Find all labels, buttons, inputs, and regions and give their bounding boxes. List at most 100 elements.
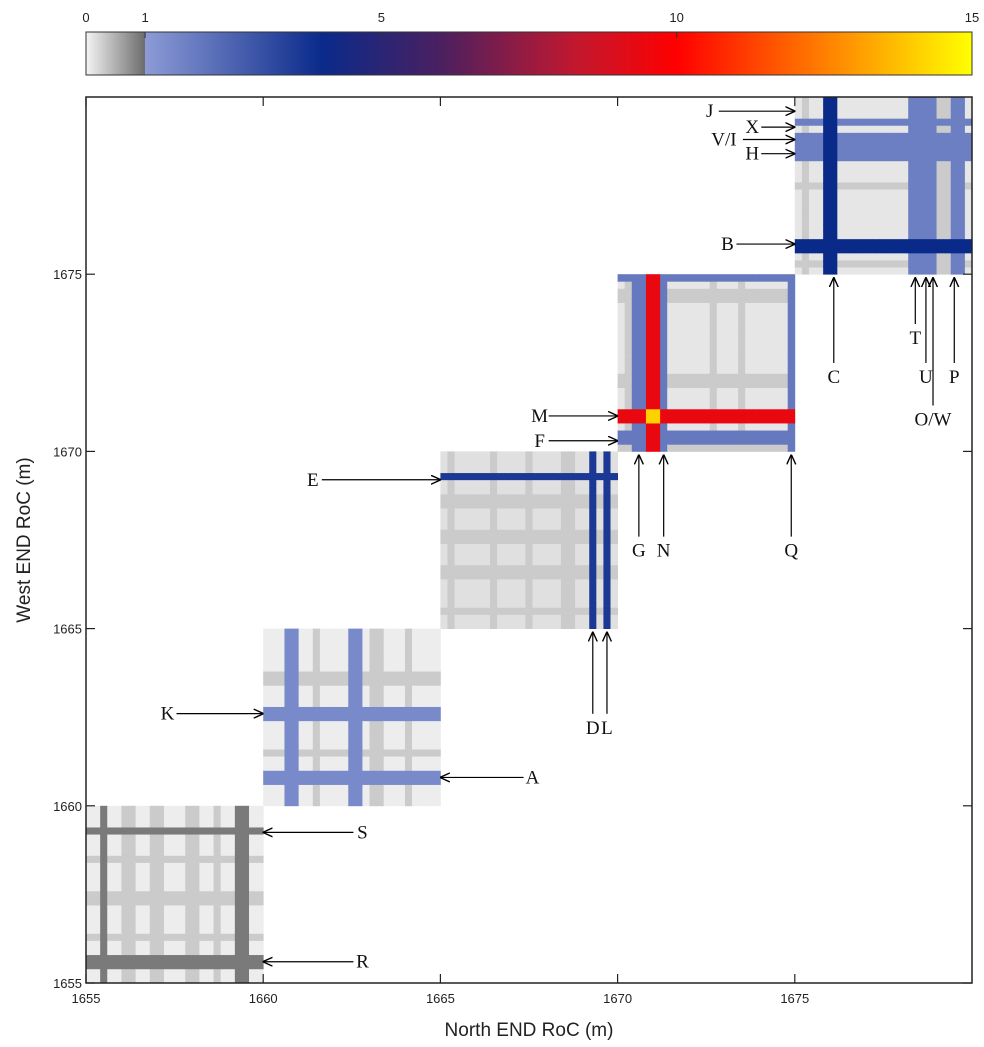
heatmap-cell <box>794 97 803 105</box>
heatmap-cell <box>447 536 455 544</box>
heatmap-cell <box>341 628 349 637</box>
heatmap-cell <box>326 770 335 778</box>
heatmap-cell <box>922 104 930 112</box>
heatmap-cell <box>865 189 874 197</box>
heatmap-cell <box>426 692 434 700</box>
heatmap-cell <box>249 855 257 863</box>
heatmap-cell <box>886 252 895 261</box>
heatmap-cell <box>851 224 859 233</box>
heatmap-cell <box>688 288 696 296</box>
heatmap-cell <box>738 366 746 374</box>
heatmap-cell <box>773 430 782 438</box>
heatmap-cell <box>511 529 519 537</box>
heatmap-cell <box>858 167 867 176</box>
heatmap-cell <box>213 841 222 849</box>
heatmap-cell <box>780 295 789 303</box>
heatmap-cell <box>752 274 760 282</box>
heatmap-cell <box>738 337 746 346</box>
heatmap-cell <box>830 118 838 126</box>
heatmap-cell <box>929 224 937 233</box>
heatmap-cell <box>801 146 810 155</box>
heatmap-cell <box>582 557 590 566</box>
heatmap-cell <box>546 451 555 459</box>
heatmap-cell <box>823 189 831 197</box>
heatmap-cell <box>624 394 633 403</box>
heatmap-cell <box>241 862 250 870</box>
heatmap-cell <box>249 827 257 835</box>
heatmap-cell <box>794 160 803 169</box>
heatmap-cell <box>915 260 923 268</box>
heatmap-cell <box>192 926 200 934</box>
heatmap-cell <box>596 614 604 622</box>
heatmap-cell <box>326 734 335 743</box>
heatmap-cell <box>660 444 668 452</box>
heatmap-cell <box>178 975 186 983</box>
plot-area: 1655 1660 1665 1670 167516551660166516701675… <box>53 96 973 1006</box>
heatmap-cell <box>830 210 838 218</box>
heatmap-cell <box>738 274 746 282</box>
heatmap-cell <box>497 586 505 594</box>
heatmap-cell <box>234 961 243 970</box>
heatmap-cell <box>319 642 328 651</box>
heatmap-cell <box>185 855 193 863</box>
heatmap-cell <box>107 940 115 948</box>
heatmap-cell <box>922 182 930 190</box>
heatmap-cell <box>277 678 285 686</box>
heatmap-cell <box>645 352 654 360</box>
heatmap-cell <box>241 961 250 970</box>
x-tick-label: 1675 <box>780 991 809 1006</box>
heatmap-cell <box>787 423 796 431</box>
heatmap-cell <box>149 827 158 835</box>
heatmap-cell <box>759 366 767 374</box>
heatmap-cell <box>830 153 838 162</box>
heatmap-cell <box>596 564 604 573</box>
heatmap-cell <box>801 210 810 218</box>
heatmap-cell <box>801 111 810 119</box>
heatmap-cell <box>957 267 966 275</box>
heatmap-cell <box>950 174 959 183</box>
heatmap-cell <box>801 104 810 112</box>
heatmap-cell <box>808 174 817 183</box>
heatmap-cell <box>603 515 611 523</box>
heatmap-cell <box>567 621 576 629</box>
heatmap-cell <box>830 160 838 169</box>
heatmap-cell <box>334 734 342 743</box>
heatmap-cell <box>256 869 264 878</box>
heatmap-cell <box>773 437 782 445</box>
heatmap-cell <box>823 196 831 204</box>
heatmap-cell <box>525 508 533 516</box>
heatmap-cell <box>128 912 137 920</box>
heatmap-cell <box>312 706 321 715</box>
heatmap-cell <box>440 493 448 502</box>
heatmap-cell <box>872 139 881 148</box>
heatmap-cell <box>241 876 250 885</box>
heatmap-cell <box>638 366 647 374</box>
heatmap-cell <box>879 252 888 261</box>
heatmap-cell <box>801 125 810 133</box>
heatmap-cell <box>844 203 852 211</box>
heatmap-cell <box>504 493 512 502</box>
heatmap-cell <box>653 309 661 318</box>
heatmap-cell <box>631 316 640 325</box>
heatmap-cell <box>901 210 909 218</box>
heatmap-cell <box>837 153 845 162</box>
heatmap-cell <box>915 217 923 225</box>
heatmap-cell <box>865 260 874 268</box>
heatmap-cell <box>780 366 789 374</box>
heatmap-cell <box>560 614 569 622</box>
heatmap-cell <box>567 465 576 474</box>
heatmap-cell <box>291 770 300 778</box>
heatmap-cell <box>468 586 477 594</box>
heatmap-cell <box>816 118 824 126</box>
heatmap-cell <box>355 699 363 707</box>
heatmap-cell <box>490 536 498 544</box>
heatmap-cell <box>440 501 448 509</box>
heatmap-cell <box>206 805 214 814</box>
heatmap-cell <box>787 302 796 311</box>
heatmap-cell <box>553 578 562 587</box>
heatmap-cell <box>653 316 661 325</box>
heatmap-cell <box>305 763 314 771</box>
heatmap-cell <box>220 961 229 970</box>
heatmap-cell <box>915 224 923 233</box>
heatmap-cell <box>702 345 711 353</box>
